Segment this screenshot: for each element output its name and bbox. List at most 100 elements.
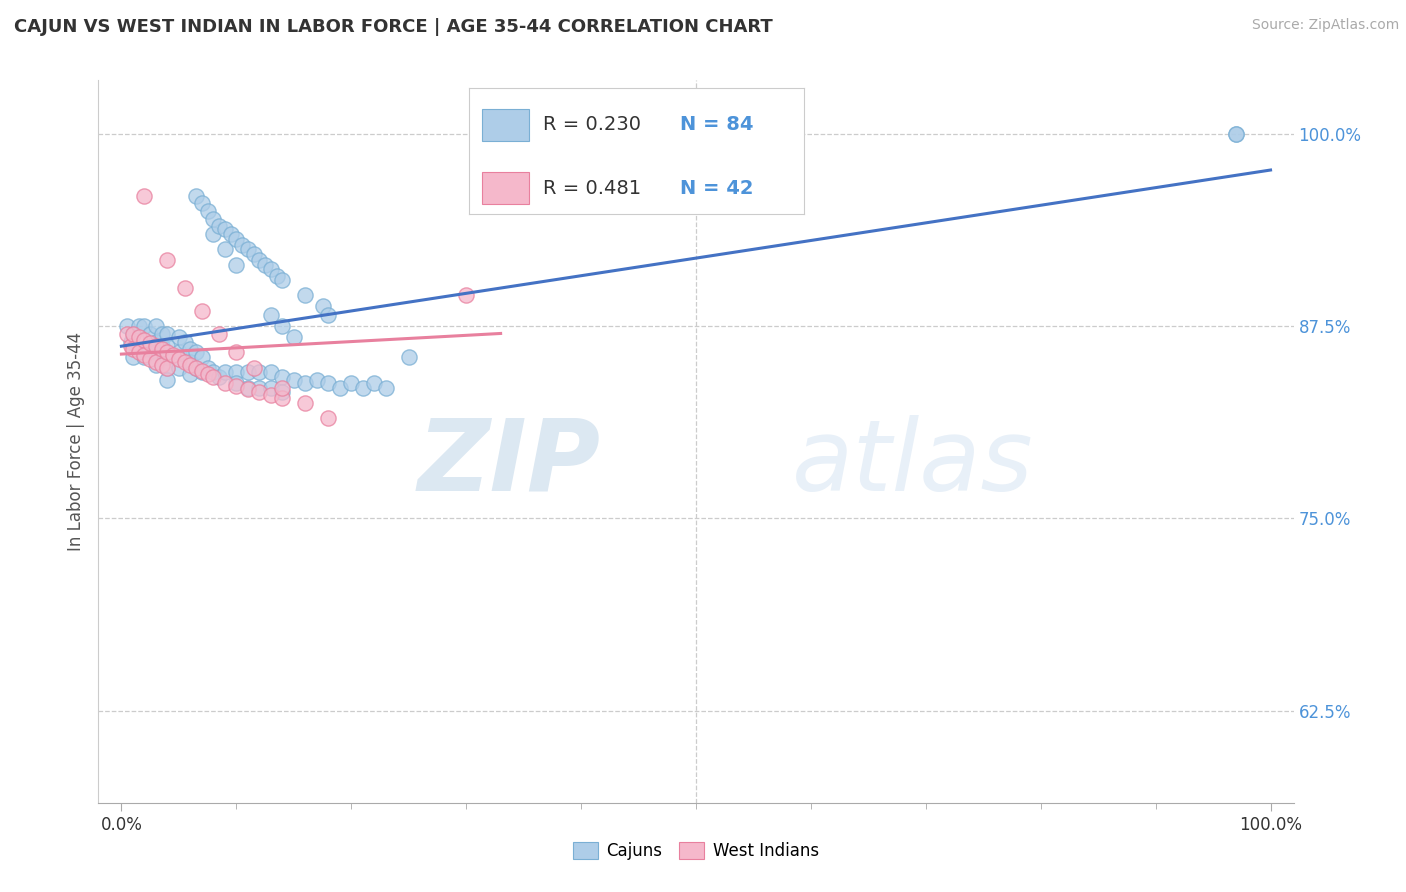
Point <box>225 345 247 359</box>
Point <box>1225 127 1247 141</box>
Point <box>156 339 179 353</box>
Point <box>145 354 167 368</box>
Point <box>247 365 270 379</box>
Point <box>156 373 179 387</box>
Point <box>145 339 167 353</box>
Point <box>231 237 253 252</box>
Text: atlas: atlas <box>792 415 1033 512</box>
Point <box>179 367 201 381</box>
Point <box>191 364 214 378</box>
Point <box>236 381 259 395</box>
Point <box>236 365 259 379</box>
Point <box>162 348 184 362</box>
Point <box>128 330 150 344</box>
Point <box>173 334 195 349</box>
Point <box>266 268 288 283</box>
Point <box>197 360 219 375</box>
Point <box>145 358 167 372</box>
Point <box>236 382 259 396</box>
Point <box>120 339 142 353</box>
Point <box>197 367 219 381</box>
Point <box>173 281 195 295</box>
Point <box>247 385 270 400</box>
Point <box>191 365 214 379</box>
Point <box>214 222 236 236</box>
Point <box>184 360 207 375</box>
Point <box>208 326 231 341</box>
Point <box>134 343 156 357</box>
Point <box>156 360 179 375</box>
Point <box>305 373 328 387</box>
Point <box>208 219 231 234</box>
Point <box>260 365 283 379</box>
Point <box>173 354 195 368</box>
Point <box>311 299 333 313</box>
Point <box>167 351 190 366</box>
Point <box>191 350 214 364</box>
Point <box>352 381 374 395</box>
Text: ZIP: ZIP <box>418 415 600 512</box>
Point <box>184 345 207 359</box>
Point <box>156 345 179 359</box>
Point <box>242 247 264 261</box>
Point <box>225 258 247 272</box>
Point <box>167 345 190 359</box>
Point <box>271 392 294 406</box>
Point <box>197 203 219 218</box>
Point <box>254 258 277 272</box>
Point <box>340 376 363 391</box>
Point <box>260 381 283 395</box>
Point <box>225 376 247 391</box>
Point <box>167 330 190 344</box>
Text: CAJUN VS WEST INDIAN IN LABOR FORCE | AGE 35-44 CORRELATION CHART: CAJUN VS WEST INDIAN IN LABOR FORCE | AG… <box>14 18 773 36</box>
Point <box>219 227 242 241</box>
Legend: Cajuns, West Indians: Cajuns, West Indians <box>567 835 825 867</box>
Y-axis label: In Labor Force | Age 35-44: In Labor Force | Age 35-44 <box>66 332 84 551</box>
Point <box>214 243 236 257</box>
Point <box>134 188 156 202</box>
Point <box>374 381 396 395</box>
Point <box>145 319 167 334</box>
Point <box>202 370 225 384</box>
Point <box>202 227 225 241</box>
Point <box>150 358 173 372</box>
Point <box>208 370 231 384</box>
Point <box>134 350 156 364</box>
Point <box>271 385 294 400</box>
Point <box>202 365 225 379</box>
Point <box>145 345 167 359</box>
Point <box>184 188 207 202</box>
Point <box>134 348 156 362</box>
Point <box>329 381 352 395</box>
Point <box>214 365 236 379</box>
Point <box>139 351 162 366</box>
Point <box>191 304 214 318</box>
Point <box>156 326 179 341</box>
Point <box>139 343 162 357</box>
Point <box>179 358 201 372</box>
Point <box>456 288 478 302</box>
Point <box>120 334 142 349</box>
Point <box>150 326 173 341</box>
Point <box>294 376 316 391</box>
Point <box>316 309 339 323</box>
Point <box>225 365 247 379</box>
Point <box>150 343 173 357</box>
Point <box>1225 127 1247 141</box>
Point <box>122 350 145 364</box>
Point <box>179 354 201 368</box>
Point <box>316 376 339 391</box>
Point <box>122 326 145 341</box>
Point <box>242 360 264 375</box>
Point <box>260 309 283 323</box>
Point <box>145 334 167 349</box>
Point <box>489 188 512 202</box>
Point <box>191 196 214 211</box>
Point <box>179 343 201 357</box>
Point <box>225 232 247 246</box>
Point <box>236 243 259 257</box>
Text: Source: ZipAtlas.com: Source: ZipAtlas.com <box>1251 18 1399 32</box>
Point <box>398 350 420 364</box>
Point <box>294 288 316 302</box>
Point <box>115 319 138 334</box>
